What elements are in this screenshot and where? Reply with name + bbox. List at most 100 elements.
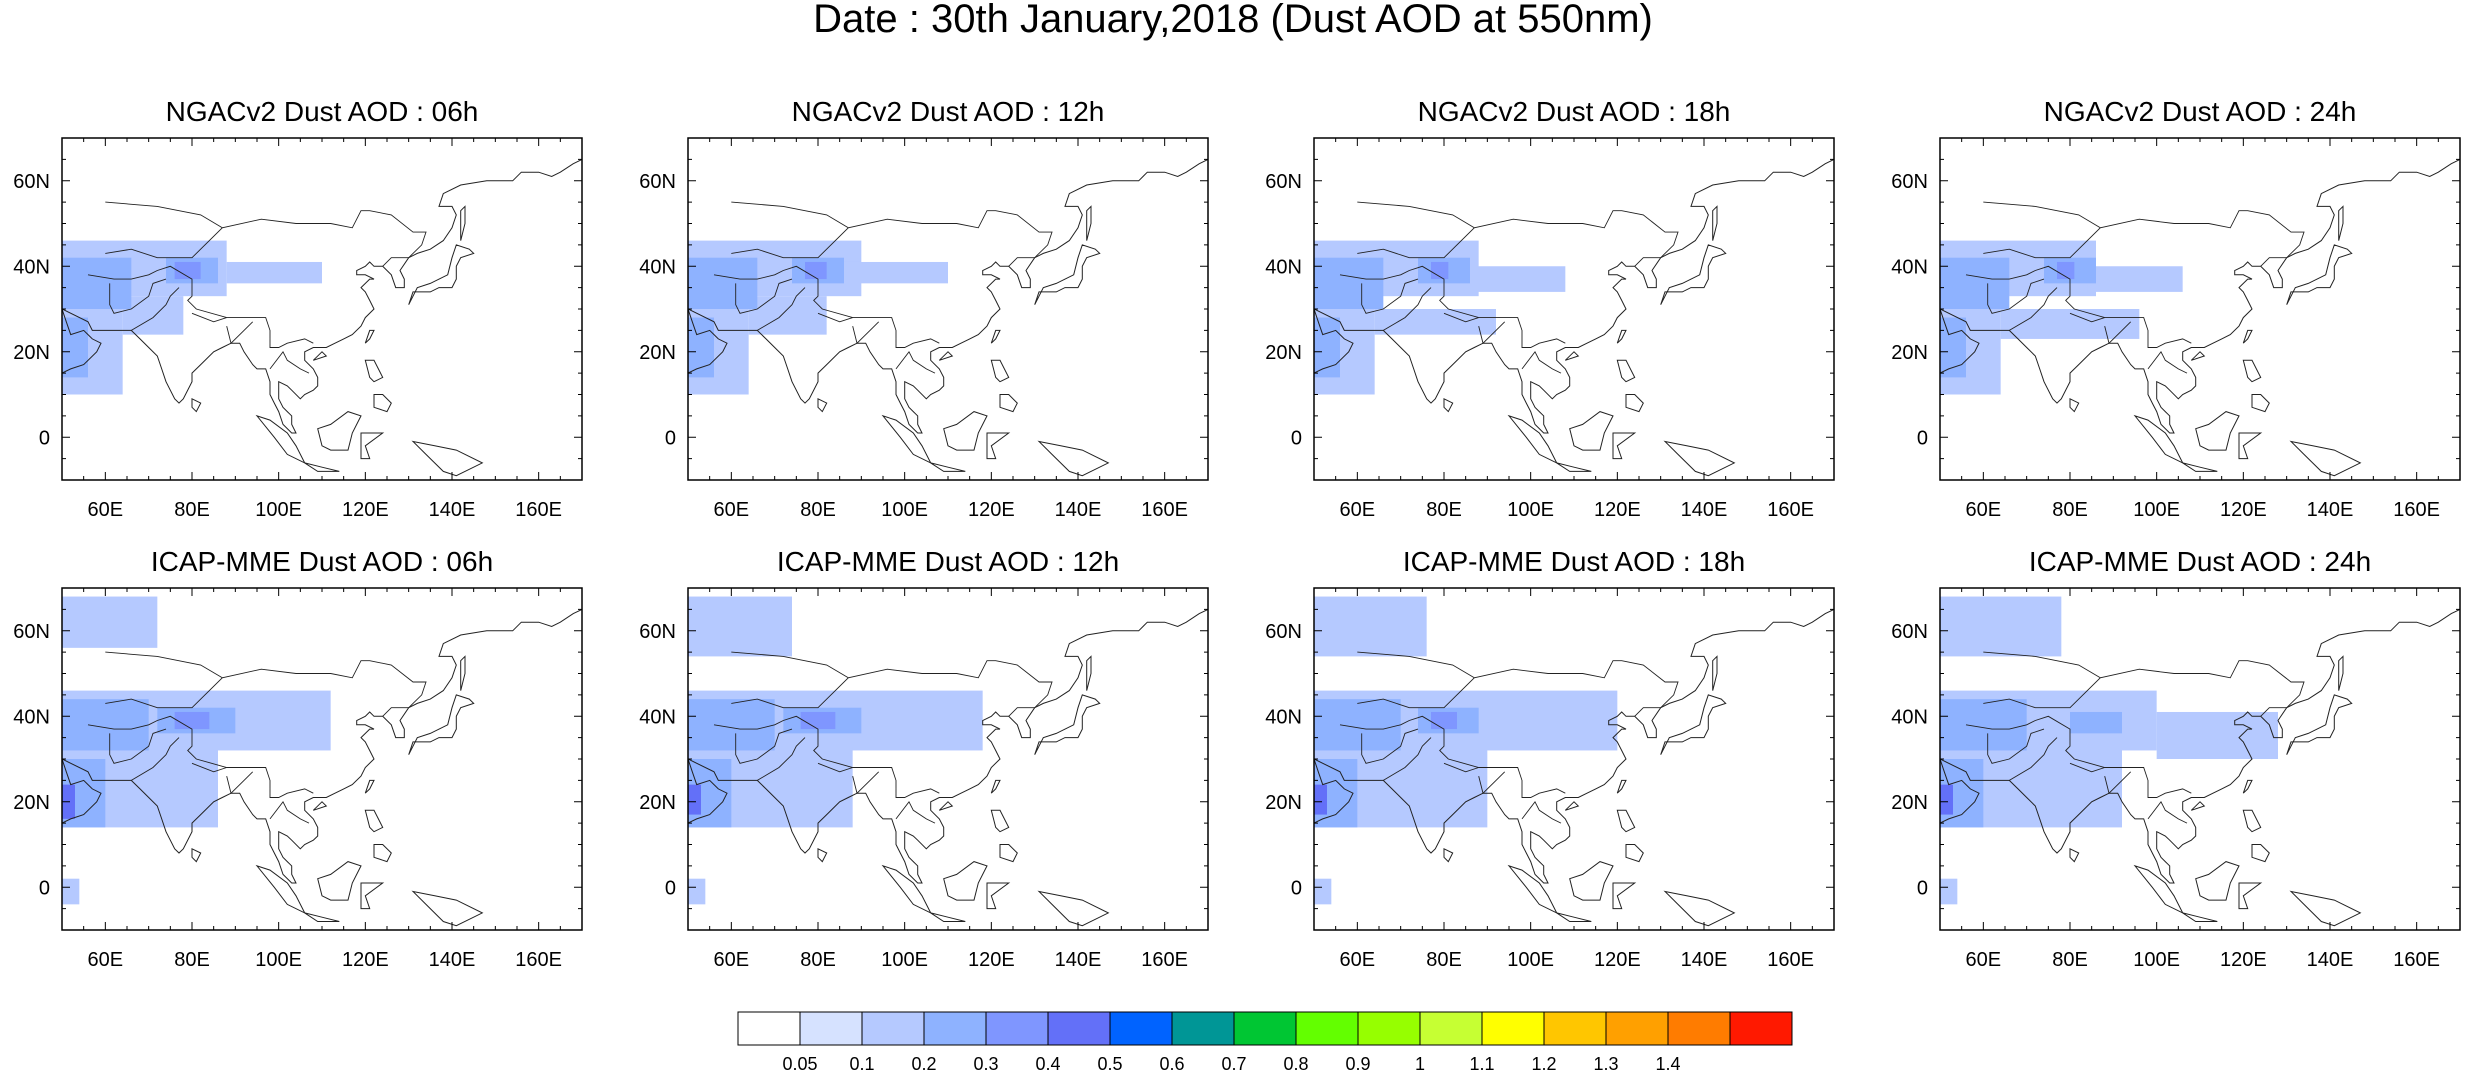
island-outline	[2286, 244, 2353, 305]
x-tick-label: 140E	[429, 949, 476, 971]
island-outline	[2195, 411, 2240, 451]
x-tick-label: 140E	[1681, 949, 1728, 971]
figure-title: Date : 30th January,2018 (Dust AOD at 55…	[813, 0, 1653, 41]
aod-cell	[2070, 711, 2122, 734]
country-border	[895, 800, 936, 824]
x-tick-label: 100E	[2133, 949, 2180, 971]
aod-cell	[1940, 699, 2027, 751]
colorbar-swatch	[737, 1011, 801, 1046]
island-outline	[2133, 864, 2184, 915]
aod-cell	[226, 261, 322, 284]
island-outline	[312, 351, 328, 361]
island-outline	[408, 244, 475, 305]
x-tick-label: 140E	[1055, 949, 1102, 971]
country-border	[731, 651, 849, 679]
island-outline	[2238, 882, 2263, 910]
island-outline	[1625, 394, 1644, 413]
island-outline	[2182, 912, 2218, 922]
colorbar-swatch	[861, 1011, 925, 1046]
island-outline	[1616, 779, 1627, 794]
colorbar-swatch	[1667, 1011, 1731, 1046]
aod-cell	[1431, 261, 1449, 280]
island-outline	[817, 848, 828, 863]
map-panel: NGACv2 Dust AOD : 24h 60E 80E 100E 120E 140E 1…	[1891, 96, 2461, 521]
country-border	[1357, 210, 1679, 259]
island-outline	[1616, 809, 1636, 833]
x-tick-label: 100E	[255, 499, 302, 521]
panel-title: NGACv2 Dust AOD : 18h	[1418, 96, 1731, 127]
country-border	[105, 651, 223, 679]
y-tick-label: 60N	[1265, 171, 1302, 193]
island-outline	[304, 462, 340, 472]
y-tick-label: 60N	[639, 621, 676, 643]
island-outline	[2242, 329, 2253, 344]
colorbar-label: 0.6	[1159, 1054, 1184, 1071]
aod-cell	[1940, 878, 1958, 905]
island-outline	[1507, 864, 1558, 915]
aod-cell	[1314, 699, 1401, 751]
panel-title: ICAP-MME Dust AOD : 12h	[777, 546, 1119, 577]
country-border	[817, 312, 853, 323]
country-border	[1987, 278, 2045, 314]
x-tick-label: 60E	[1340, 949, 1376, 971]
country-border	[2009, 287, 2058, 331]
island-outline	[364, 809, 384, 833]
island-outline	[373, 394, 392, 413]
aod-cell	[122, 296, 184, 335]
x-tick-label: 60E	[1966, 949, 2002, 971]
country-border	[1521, 800, 1562, 824]
island-outline	[938, 801, 954, 811]
colorbar-label: 1.3	[1593, 1054, 1618, 1071]
country-border	[1443, 762, 1479, 773]
y-tick-label: 60N	[1891, 171, 1928, 193]
x-tick-label: 140E	[1055, 499, 1102, 521]
y-tick-label: 40N	[1265, 706, 1302, 728]
country-border	[105, 660, 427, 709]
x-tick-label: 160E	[1767, 499, 1814, 521]
aod-cell	[1314, 596, 1427, 657]
island-outline	[460, 205, 466, 241]
island-outline	[943, 411, 988, 451]
x-tick-label: 60E	[1340, 499, 1376, 521]
y-tick-label: 20N	[1265, 342, 1302, 364]
y-tick-label: 0	[39, 877, 50, 899]
y-tick-label: 40N	[13, 706, 50, 728]
colorbar-swatch	[923, 1011, 987, 1046]
coastline	[1314, 158, 1834, 434]
island-outline	[1612, 882, 1637, 910]
aod-cell	[1374, 309, 1496, 335]
country-border	[1634, 707, 1661, 717]
island-outline	[2251, 844, 2270, 863]
country-border	[2260, 707, 2287, 717]
coastline	[62, 158, 582, 434]
country-border	[1357, 651, 1475, 679]
y-tick-label: 60N	[1891, 621, 1928, 643]
island-outline	[460, 655, 466, 691]
island-outline	[2182, 462, 2218, 472]
x-tick-label: 160E	[515, 949, 562, 971]
x-tick-label: 100E	[1507, 499, 1554, 521]
country-border	[1478, 771, 1506, 795]
aod-cell	[1470, 266, 1566, 292]
country-border	[817, 762, 853, 773]
country-border	[757, 737, 806, 781]
aod-cell	[1940, 784, 1953, 815]
island-outline	[2242, 809, 2262, 833]
colorbar-label: 0.8	[1283, 1054, 1308, 1071]
country-border	[105, 210, 427, 259]
country-border	[382, 257, 409, 267]
colorbar-swatch	[1357, 1011, 1421, 1046]
island-outline	[1616, 359, 1636, 383]
island-outline	[990, 359, 1010, 383]
country-border	[852, 771, 880, 795]
colorbar-label: 0.4	[1035, 1054, 1060, 1071]
aod-cell	[688, 784, 701, 815]
island-outline	[2242, 779, 2253, 794]
x-tick-label: 80E	[2052, 949, 2088, 971]
island-outline	[1712, 205, 1718, 241]
island-outline	[317, 861, 362, 901]
island-outline	[1569, 411, 1614, 451]
country-border	[1008, 257, 1035, 267]
colorbar-swatch	[1109, 1011, 1173, 1046]
colorbar-label: 1.4	[1655, 1054, 1680, 1071]
